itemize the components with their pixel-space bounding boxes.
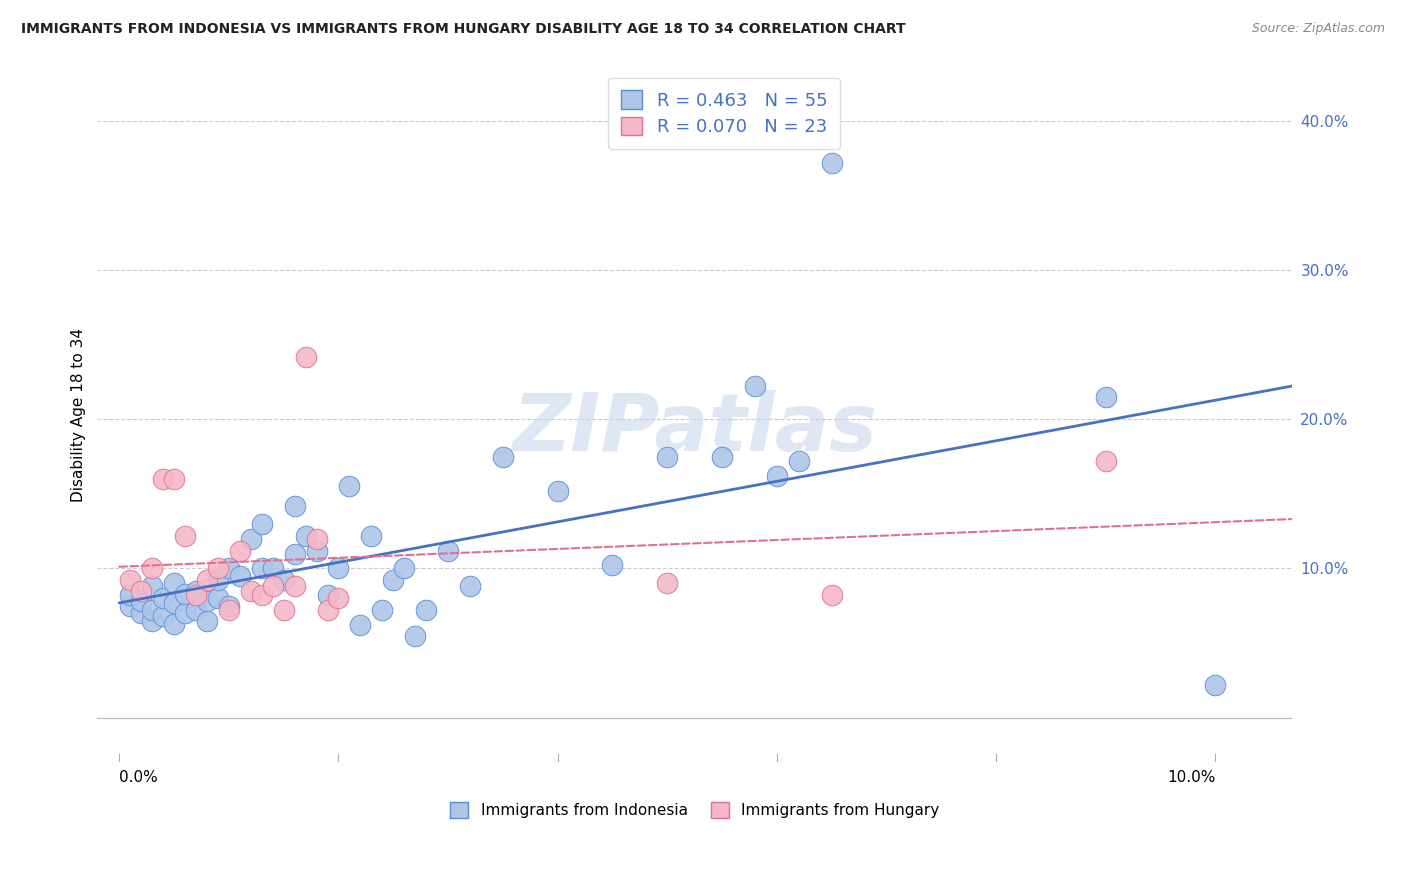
Point <box>195 614 218 628</box>
Point <box>1204 678 1226 692</box>
Legend: Immigrants from Indonesia, Immigrants from Hungary: Immigrants from Indonesia, Immigrants fr… <box>444 796 945 824</box>
Point <box>120 588 142 602</box>
Point <box>229 569 252 583</box>
Point <box>163 596 186 610</box>
Point <box>163 472 186 486</box>
Point <box>316 588 339 602</box>
Point <box>657 576 679 591</box>
Point <box>415 603 437 617</box>
Point <box>328 591 350 606</box>
Point <box>250 588 273 602</box>
Point <box>141 614 163 628</box>
Point <box>129 583 152 598</box>
Point <box>152 609 174 624</box>
Point <box>141 579 163 593</box>
Y-axis label: Disability Age 18 to 34: Disability Age 18 to 34 <box>72 328 86 502</box>
Text: 10.0%: 10.0% <box>1167 770 1215 785</box>
Point <box>184 603 207 617</box>
Point <box>657 450 679 464</box>
Point <box>371 603 394 617</box>
Point <box>250 516 273 531</box>
Point <box>284 547 307 561</box>
Point <box>239 532 262 546</box>
Text: ZIPatlas: ZIPatlas <box>512 391 877 468</box>
Point <box>328 561 350 575</box>
Point <box>602 558 624 573</box>
Point <box>547 483 569 498</box>
Point <box>207 561 229 575</box>
Point <box>218 603 240 617</box>
Point <box>184 583 207 598</box>
Point <box>195 594 218 608</box>
Point <box>821 588 844 602</box>
Point <box>458 579 481 593</box>
Point <box>437 543 460 558</box>
Point <box>305 532 328 546</box>
Point <box>273 574 295 588</box>
Point <box>262 561 284 575</box>
Point <box>229 543 252 558</box>
Point <box>218 561 240 575</box>
Point <box>394 561 416 575</box>
Point <box>1094 454 1116 468</box>
Point <box>218 599 240 613</box>
Point <box>404 629 426 643</box>
Point <box>207 591 229 606</box>
Point <box>141 561 163 575</box>
Point <box>787 454 810 468</box>
Point <box>184 588 207 602</box>
Point <box>174 587 197 601</box>
Point <box>152 472 174 486</box>
Point <box>141 603 163 617</box>
Point <box>129 594 152 608</box>
Point <box>492 450 515 464</box>
Point <box>174 528 197 542</box>
Point <box>339 479 361 493</box>
Point <box>294 350 316 364</box>
Point <box>360 528 382 542</box>
Point <box>744 379 766 393</box>
Point <box>262 579 284 593</box>
Point <box>239 583 262 598</box>
Point <box>1094 390 1116 404</box>
Point <box>711 450 734 464</box>
Point <box>284 499 307 513</box>
Point <box>273 603 295 617</box>
Point <box>163 616 186 631</box>
Point <box>766 469 789 483</box>
Point <box>120 574 142 588</box>
Point <box>382 574 405 588</box>
Point <box>316 603 339 617</box>
Point <box>163 576 186 591</box>
Point <box>174 606 197 620</box>
Point <box>207 574 229 588</box>
Point <box>821 155 844 169</box>
Point <box>195 574 218 588</box>
Text: IMMIGRANTS FROM INDONESIA VS IMMIGRANTS FROM HUNGARY DISABILITY AGE 18 TO 34 COR: IMMIGRANTS FROM INDONESIA VS IMMIGRANTS … <box>21 22 905 37</box>
Point <box>152 591 174 606</box>
Point <box>120 599 142 613</box>
Point <box>250 561 273 575</box>
Point <box>305 543 328 558</box>
Point <box>129 606 152 620</box>
Text: Source: ZipAtlas.com: Source: ZipAtlas.com <box>1251 22 1385 36</box>
Point <box>284 579 307 593</box>
Point <box>349 618 371 632</box>
Text: 0.0%: 0.0% <box>120 770 157 785</box>
Point <box>294 528 316 542</box>
